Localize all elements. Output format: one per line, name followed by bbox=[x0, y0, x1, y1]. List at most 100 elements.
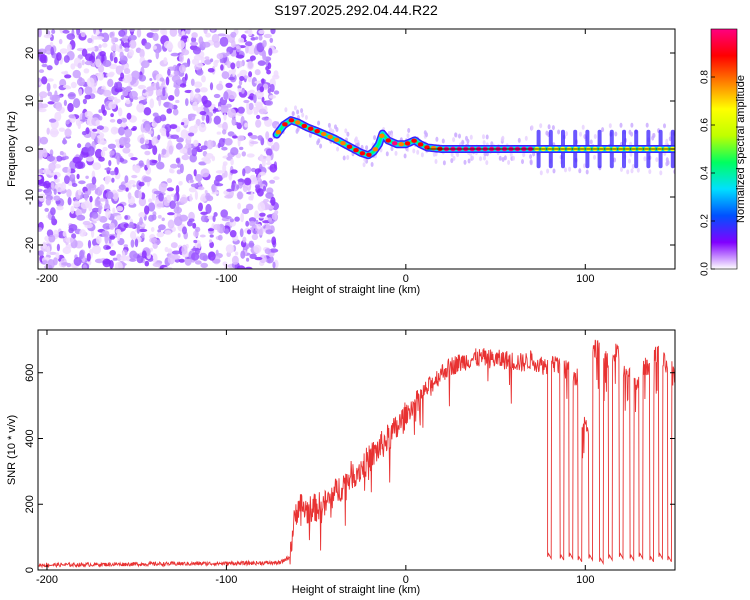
noise-blob bbox=[38, 181, 48, 187]
noise-blob bbox=[47, 91, 53, 97]
noise-blob bbox=[48, 251, 57, 255]
noise-blob bbox=[200, 211, 208, 215]
tone-peak bbox=[391, 141, 398, 146]
noise-blob bbox=[49, 127, 59, 138]
noise-blob bbox=[108, 160, 112, 167]
tone-peak bbox=[411, 138, 417, 143]
noise-blob bbox=[141, 232, 145, 239]
noise-blob bbox=[151, 137, 157, 147]
noise-blob bbox=[268, 47, 273, 56]
noise-blob bbox=[179, 148, 188, 154]
noise-blob bbox=[225, 51, 230, 56]
noise-blob bbox=[249, 141, 259, 145]
tone-scatter bbox=[501, 157, 505, 162]
noise-blob bbox=[235, 54, 245, 59]
noise-blob bbox=[39, 136, 49, 145]
noise-blob bbox=[170, 242, 178, 249]
noise-blob bbox=[254, 210, 259, 219]
noise-blob bbox=[99, 216, 108, 223]
noise-blob bbox=[238, 37, 245, 44]
noise-blob bbox=[62, 230, 67, 237]
chart-title: S197.2025.292.04.44.R22 bbox=[274, 2, 438, 18]
tone-scatter bbox=[300, 108, 304, 114]
noise-blob bbox=[193, 81, 203, 88]
noise-blob bbox=[138, 74, 146, 82]
noise-blob bbox=[97, 72, 104, 81]
noise-blob bbox=[109, 235, 116, 240]
noise-blob bbox=[221, 146, 228, 151]
noise-blob bbox=[193, 239, 198, 244]
noise-blob bbox=[242, 168, 246, 177]
noise-blob bbox=[194, 190, 198, 200]
tone-scatter bbox=[665, 161, 669, 167]
noise-blob bbox=[104, 167, 112, 171]
bottom-y-axis-label: SNR (10 * v/v) bbox=[6, 415, 18, 485]
noise-blob bbox=[42, 149, 48, 158]
noise-blob bbox=[79, 153, 83, 161]
tone-scatter bbox=[522, 152, 526, 158]
noise-blob bbox=[178, 64, 186, 74]
noise-blob bbox=[250, 37, 256, 41]
noise-blob bbox=[51, 95, 60, 103]
noise-blob bbox=[205, 114, 210, 124]
noise-blob bbox=[66, 188, 72, 198]
noise-blob bbox=[130, 157, 138, 161]
noise-blob bbox=[75, 209, 81, 216]
noise-blob bbox=[79, 229, 87, 237]
noise-blob bbox=[244, 122, 249, 128]
noise-blob bbox=[269, 163, 278, 173]
noise-blob bbox=[237, 106, 245, 114]
noise-blob bbox=[229, 218, 234, 223]
noise-blob bbox=[95, 58, 101, 68]
tone-scatter bbox=[485, 160, 489, 166]
noise-blob bbox=[55, 101, 63, 112]
noise-blob bbox=[92, 245, 101, 255]
noise-blob bbox=[38, 29, 42, 38]
tone-peak bbox=[398, 142, 405, 147]
noise-blob bbox=[198, 123, 207, 133]
noise-blob bbox=[142, 89, 146, 94]
noise-blob bbox=[144, 260, 150, 267]
noise-blob bbox=[102, 146, 108, 152]
noise-blob bbox=[172, 254, 181, 260]
noise-blob bbox=[175, 185, 180, 194]
noise-blob bbox=[230, 62, 236, 70]
noise-blob bbox=[138, 228, 148, 233]
noise-blob bbox=[240, 250, 246, 259]
noise-blob bbox=[230, 169, 238, 174]
noise-blob bbox=[105, 191, 114, 199]
tone-scatter bbox=[485, 134, 489, 140]
noise-blob bbox=[163, 40, 173, 49]
noise-blob bbox=[189, 179, 194, 183]
noise-blob bbox=[259, 154, 264, 162]
noise-blob bbox=[144, 123, 151, 132]
noise-blob bbox=[257, 60, 266, 66]
noise-blob bbox=[162, 87, 166, 97]
noise-blob bbox=[200, 262, 208, 268]
noise-blob bbox=[137, 96, 146, 100]
noise-blob bbox=[71, 233, 77, 239]
noise-blob bbox=[204, 56, 210, 60]
tone-scatter bbox=[507, 160, 511, 165]
noise-blob bbox=[78, 180, 86, 185]
noise-blob bbox=[141, 250, 147, 259]
tone-scatter bbox=[479, 156, 482, 162]
top-x-tick-label: 0 bbox=[403, 273, 409, 285]
noise-blob bbox=[120, 94, 125, 100]
tone-scatter bbox=[648, 169, 652, 175]
tone-peak bbox=[424, 145, 430, 150]
noise-blob bbox=[209, 234, 214, 238]
noise-blob bbox=[48, 118, 57, 123]
top-y-axis-label: Frequency (Hz) bbox=[6, 111, 18, 187]
colorbar-tick-label: 0.8 bbox=[700, 70, 711, 84]
noise-blob bbox=[266, 69, 271, 75]
noise-blob bbox=[47, 259, 55, 269]
tone-scatter bbox=[557, 129, 561, 135]
noise-blob bbox=[89, 195, 93, 203]
noise-blob bbox=[139, 48, 145, 59]
tone-scatter bbox=[331, 129, 335, 135]
noise-blob bbox=[222, 121, 228, 132]
noise-blob bbox=[169, 29, 178, 37]
noise-blob bbox=[194, 247, 200, 255]
noise-blob bbox=[70, 174, 76, 178]
